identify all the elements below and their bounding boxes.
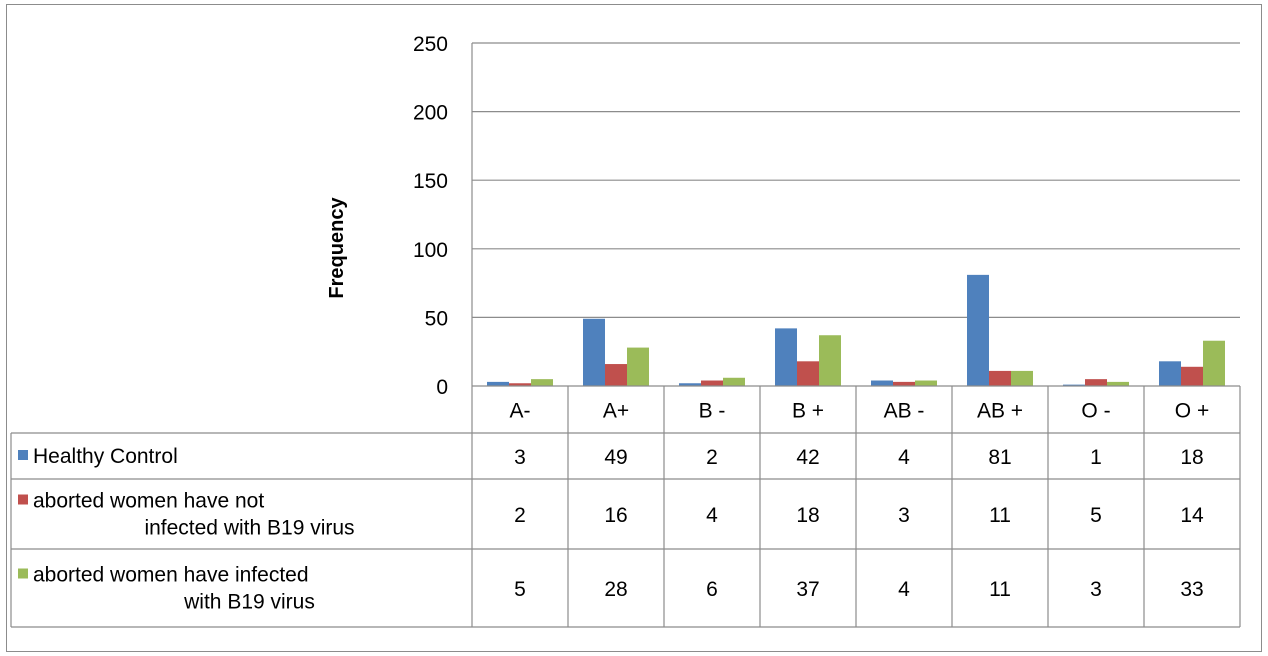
data-table-value: 37 [796, 578, 819, 601]
bar [723, 377, 745, 386]
axes: 0 50 100 150 200 250 [413, 33, 473, 399]
data-table-value: 28 [604, 578, 627, 601]
x-tick-label: AB - [884, 400, 925, 423]
bar [1181, 366, 1203, 386]
data-table-value: 49 [604, 446, 627, 469]
data-table-value: 14 [1180, 504, 1204, 527]
bar [1159, 361, 1181, 386]
bar [797, 361, 819, 386]
legend-series-name: Healthy Control [33, 445, 178, 468]
chart-frame [6, 4, 1262, 652]
data-table-value: 11 [989, 504, 1011, 527]
data-table-value: 6 [706, 578, 718, 601]
x-tick-label: B + [792, 400, 824, 423]
data-table-value: 16 [604, 504, 627, 527]
bar [819, 335, 841, 386]
data-table-value: 42 [796, 446, 819, 469]
bar [701, 380, 723, 386]
y-tick-label: 0 [436, 376, 448, 399]
legend-key [18, 494, 28, 505]
data-table-value: 33 [1180, 578, 1203, 601]
data-table: A- A+ B - B + AB - AB + O - O + Healthy Control 3… [10, 385, 1241, 628]
bar [531, 379, 553, 386]
bar [967, 274, 989, 386]
data-table-value: 3 [898, 504, 910, 527]
bar [1011, 370, 1033, 386]
legend-key [18, 568, 28, 579]
bar [627, 347, 649, 386]
x-tick-label: O + [1175, 400, 1209, 423]
bar [1107, 381, 1129, 386]
data-table-value: 11 [989, 578, 1011, 601]
bars [487, 274, 1225, 386]
x-tick-label: O - [1081, 400, 1110, 423]
legend-series-name: aborted women have not infected with B19 … [33, 490, 355, 540]
legend-series-name: aborted women have infected with B19 viru… [33, 564, 315, 614]
y-tick-label: 50 [425, 307, 448, 330]
gridlines [472, 42, 1240, 318]
bar [679, 383, 701, 386]
bar [775, 328, 797, 386]
data-table-value: 4 [898, 578, 910, 601]
bar [487, 381, 509, 386]
data-table-value: 2 [514, 504, 526, 527]
data-table-value: 2 [706, 446, 718, 469]
data-table-value: 3 [514, 446, 526, 469]
data-table-value: 1 [1090, 446, 1102, 469]
bar [509, 383, 531, 386]
bar [871, 380, 893, 386]
bar [583, 318, 605, 386]
x-tick-label: A- [510, 400, 531, 423]
data-table-value: 4 [898, 446, 910, 469]
x-tick-label: A+ [603, 400, 629, 423]
bar [989, 370, 1011, 386]
bar [915, 380, 937, 386]
legend-key [18, 450, 28, 460]
y-axis-title: Frequency [326, 197, 348, 299]
bar [1085, 379, 1107, 386]
y-tick-label: 200 [413, 102, 448, 125]
data-table-value: 4 [706, 504, 718, 527]
x-tick-label: B - [699, 400, 726, 423]
x-tick-label: AB + [977, 400, 1023, 423]
data-table-value: 5 [1090, 504, 1102, 527]
data-table-value: 18 [1180, 446, 1203, 469]
data-table-value: 3 [1090, 578, 1102, 601]
y-tick-label: 150 [413, 170, 448, 193]
bar [1063, 384, 1085, 386]
data-table-value: 81 [988, 446, 1011, 469]
data-table-value: 5 [514, 578, 526, 601]
bar [605, 364, 627, 386]
y-tick-label: 100 [413, 239, 448, 262]
bar [893, 381, 915, 386]
y-tick-label: 250 [413, 33, 448, 56]
bar [1203, 340, 1225, 386]
data-table-value: 18 [796, 504, 819, 527]
